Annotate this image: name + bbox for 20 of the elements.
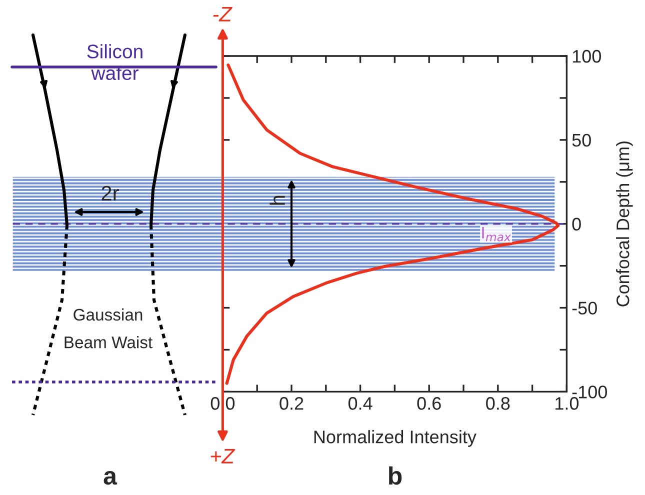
ref-line-label: I$_{max}$ — [482, 226, 512, 242]
y-tick-label: 0 — [572, 218, 581, 231]
x-tick-label: 0.4 — [348, 397, 372, 410]
annotation: h — [270, 196, 285, 205]
text: Silicon wafer — [87, 44, 142, 80]
x-tick-label: 0.8 — [486, 397, 510, 410]
y-axis-title: Confocal Depth (μm) — [616, 141, 633, 306]
y-tick-label: -100 — [572, 386, 607, 398]
y-tick-label: -50 — [572, 302, 597, 314]
x-axis-title: Normalized Intensity — [314, 430, 476, 447]
text: +Z — [210, 449, 236, 464]
x-tick-label: 1.0 — [556, 397, 579, 410]
x-tick-label: 0.2 — [280, 397, 304, 410]
y-tick-label: 50 — [572, 134, 591, 147]
text: b — [389, 466, 402, 485]
y-tick-label: 100 — [572, 50, 601, 63]
text: -Z — [213, 7, 232, 22]
text: Gaussian Beam Waist — [64, 308, 152, 348]
text: a — [104, 471, 118, 485]
x-tick-label: 0.6 — [417, 397, 441, 410]
